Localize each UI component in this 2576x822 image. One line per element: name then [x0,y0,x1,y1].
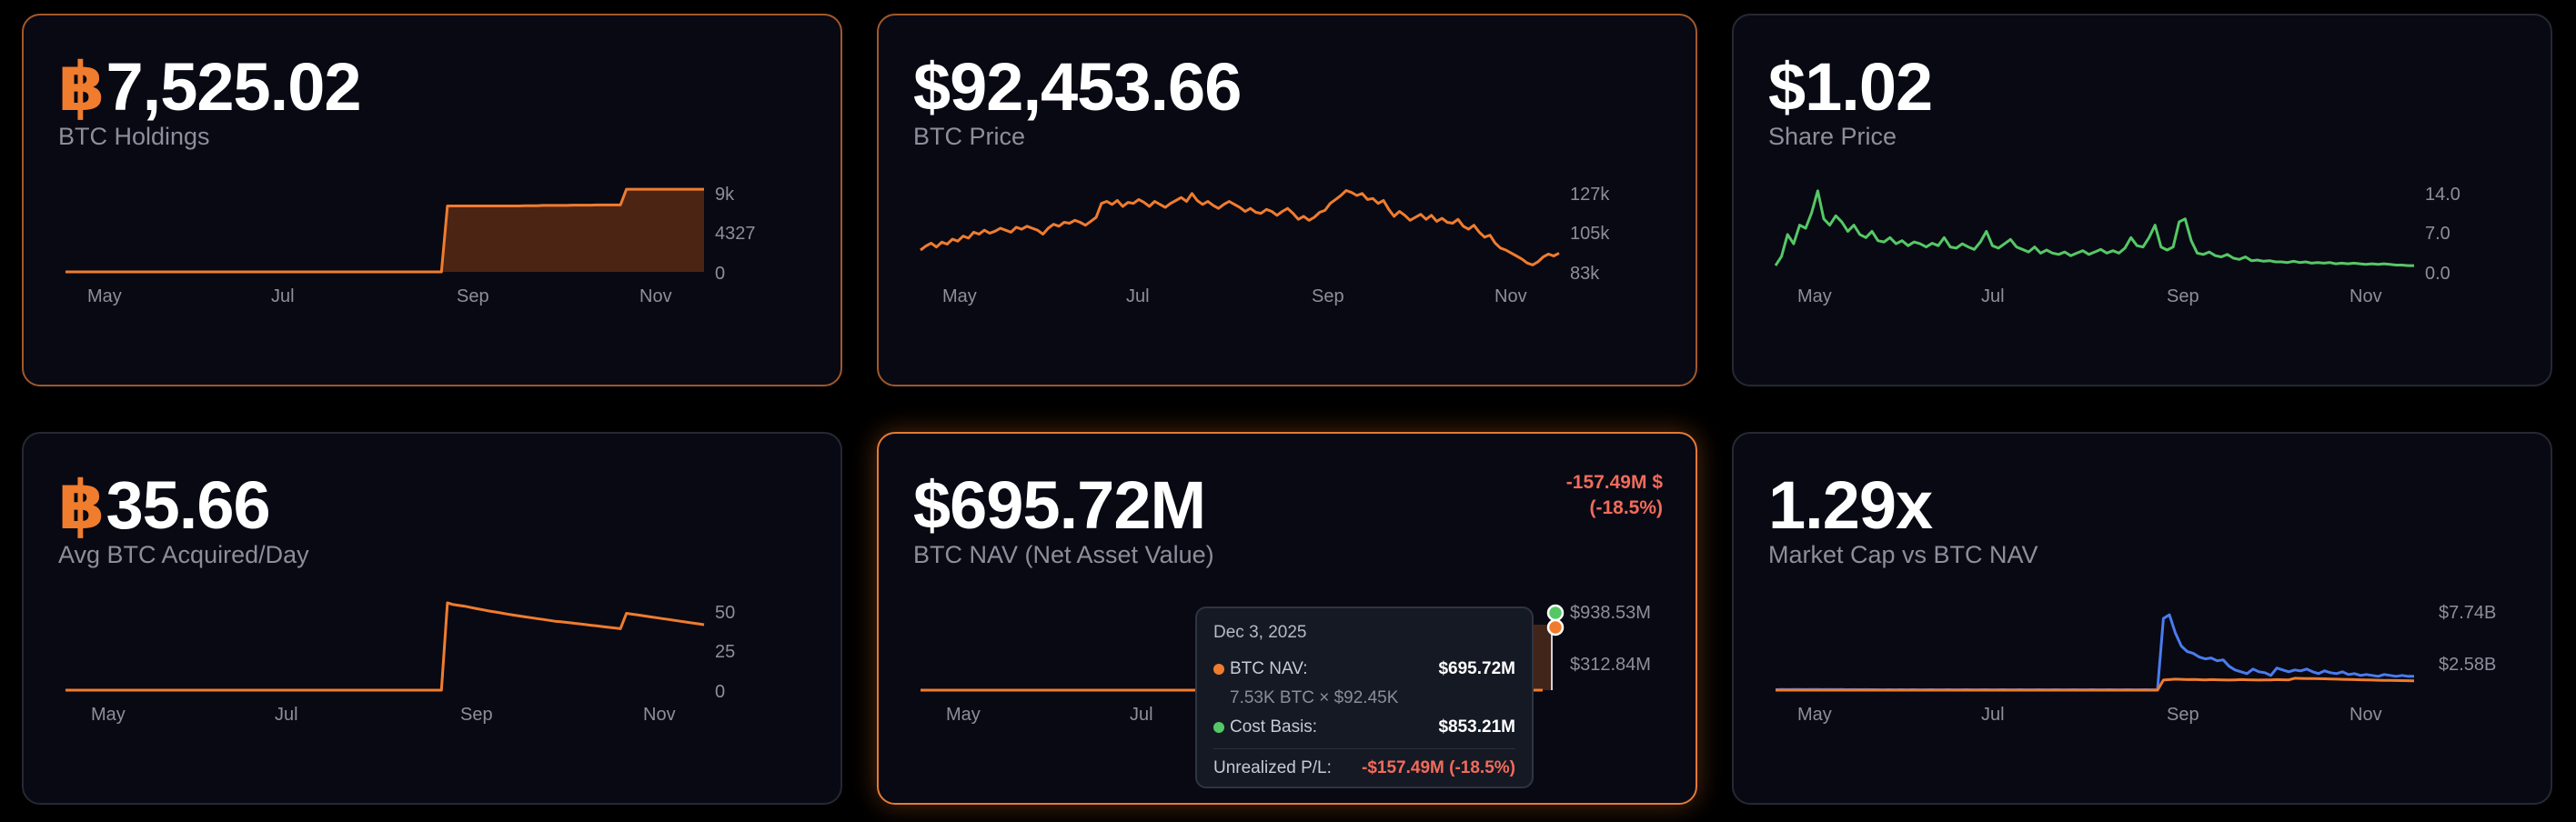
x-tick-label: Sep [2167,286,2199,306]
metric-label: Avg BTC Acquired/Day [58,541,309,568]
series-line [1774,189,2414,267]
x-tick-label: Sep [2167,705,2199,725]
metric-value: $1.02 [1768,49,1933,125]
x-tick-label: May [87,286,122,306]
x-tick-label: Sep [457,286,489,306]
x-tick-label: Jul [271,286,295,306]
y-tick-label: $312.84M [1570,655,1651,675]
tooltip-nav-formula: 7.53K BTC × $92.45K [1230,688,1399,707]
x-tick-label: Sep [460,705,493,725]
x-tick-label: Nov [2350,705,2382,725]
y-tick-label: 0.0 [2425,264,2450,284]
card-btc-holdings[interactable]: ฿7,525.02 BTC Holdings May Jul Sep Nov 9k 432… [22,14,842,386]
avg-btc-per-day-chart[interactable]: May Jul Sep Nov 50 25 0 [24,434,844,807]
series-line [65,601,705,692]
green-dot-icon [1213,721,1224,733]
x-tick-label: Jul [275,705,298,725]
x-tick-label: Nov [2350,286,2382,306]
tooltip-cost-label: Cost Basis: [1230,717,1318,737]
btc-price-chart[interactable]: May Jul Sep Nov 127k 105k 83k [879,15,1699,388]
x-tick-label: May [91,705,126,725]
tooltip-cost-value: $853.21M [1438,717,1515,737]
orange-dot-icon [1213,663,1224,675]
series-line [920,189,1560,266]
x-tick-label: Jul [1981,705,2005,725]
x-tick-label: May [942,286,977,306]
tooltip-pl-value: -$157.49M (-18.5%) [1362,758,1515,777]
metric-label: BTC Holdings [58,123,210,150]
y-tick-label: $938.53M [1570,603,1651,623]
bitcoin-icon: ฿ [58,467,105,543]
y-tick-label: 0 [715,682,725,702]
change-percent: (-18.5%) [1589,497,1663,518]
y-tick-label: 14.0 [2425,185,2460,205]
metric-label: BTC Price [913,123,1026,150]
x-tick-label: Sep [1312,286,1344,306]
series-area [65,189,704,272]
x-tick-label: May [1797,705,1832,725]
card-mcap-vs-nav[interactable]: 1.29x Market Cap vs BTC NAV May Jul Sep Nov… [1732,432,2552,805]
x-tick-label: Jul [1130,705,1153,725]
card-avg-btc-per-day[interactable]: ฿35.66 Avg BTC Acquired/Day May Jul Sep Nov… [22,432,842,805]
x-tick-label: Jul [1126,286,1150,306]
y-tick-label: 127k [1570,185,1610,205]
metric-value: $92,453.66 [913,49,1242,125]
y-tick-label: 9k [715,185,735,205]
y-tick-label: 50 [715,603,735,623]
card-share-price[interactable]: $1.02 Share Price May Jul Sep Nov 14.0 7.0 0.0 [1732,14,2552,386]
y-tick-label: 4327 [715,224,756,244]
mcap-vs-nav-chart[interactable]: May Jul Sep Nov $7.74B $2.58B [1734,434,2554,807]
y-tick-label: 105k [1570,224,1610,244]
nav-area-fill [1534,625,1552,690]
metric-label: Share Price [1768,123,1897,150]
y-tick-label: 83k [1570,264,1600,284]
card-btc-price[interactable]: $92,453.66 BTC Price May Jul Sep Nov 127k 105… [877,14,1697,386]
btc-holdings-chart[interactable]: May Jul Sep Nov 9k 4327 0 [24,15,844,388]
chart-tooltip: Dec 3, 2025 BTC NAV: $695.72M 7.53K BTC … [1195,606,1534,788]
x-tick-label: Jul [1981,286,2005,306]
card-btc-nav[interactable]: $695.72M BTC NAV (Net Asset Value) -157.… [877,432,1697,805]
x-tick-label: Nov [639,286,672,306]
x-tick-label: Nov [643,705,676,725]
tooltip-nav-value: $695.72M [1438,659,1515,678]
series-line [65,187,704,274]
y-tick-label: 7.0 [2425,224,2450,244]
cost-basis-point [1546,604,1565,622]
x-tick-label: Nov [1494,286,1527,306]
bitcoin-icon: ฿ [58,49,105,125]
x-tick-label: May [1797,286,1832,306]
tooltip-date: Dec 3, 2025 [1213,623,1307,642]
tooltip-nav-row: BTC NAV: $695.72M [1213,656,1515,683]
tooltip-nav-label: BTC NAV: [1230,659,1308,678]
series-line [1776,677,2415,692]
tooltip-pl-row: Unrealized P/L: -$157.49M (-18.5%) [1213,755,1515,782]
share-price-chart[interactable]: May Jul Sep Nov 14.0 7.0 0.0 [1734,15,2554,388]
metric-label: BTC NAV (Net Asset Value) [913,541,1214,568]
nav-change-badge: -157.49M $ (-18.5%) [1566,470,1663,521]
tooltip-pl-label: Unrealized P/L: [1213,758,1332,777]
y-tick-label: $2.58B [2439,655,2496,675]
metric-value: 1.29x [1768,467,1933,543]
y-tick-label: $7.74B [2439,603,2496,623]
metric-value: ฿7,525.02 [58,49,362,125]
metric-label: Market Cap vs BTC NAV [1768,541,2038,568]
x-tick-label: May [946,705,981,725]
tooltip-cost-row: Cost Basis: $853.21M [1213,714,1515,741]
metric-value: ฿35.66 [58,467,271,543]
btc-nav-point [1546,618,1565,637]
change-amount: -157.49M $ [1565,472,1663,493]
y-tick-label: 25 [715,642,735,662]
y-tick-label: 0 [715,264,725,284]
metric-value: $695.72M [913,467,1206,543]
